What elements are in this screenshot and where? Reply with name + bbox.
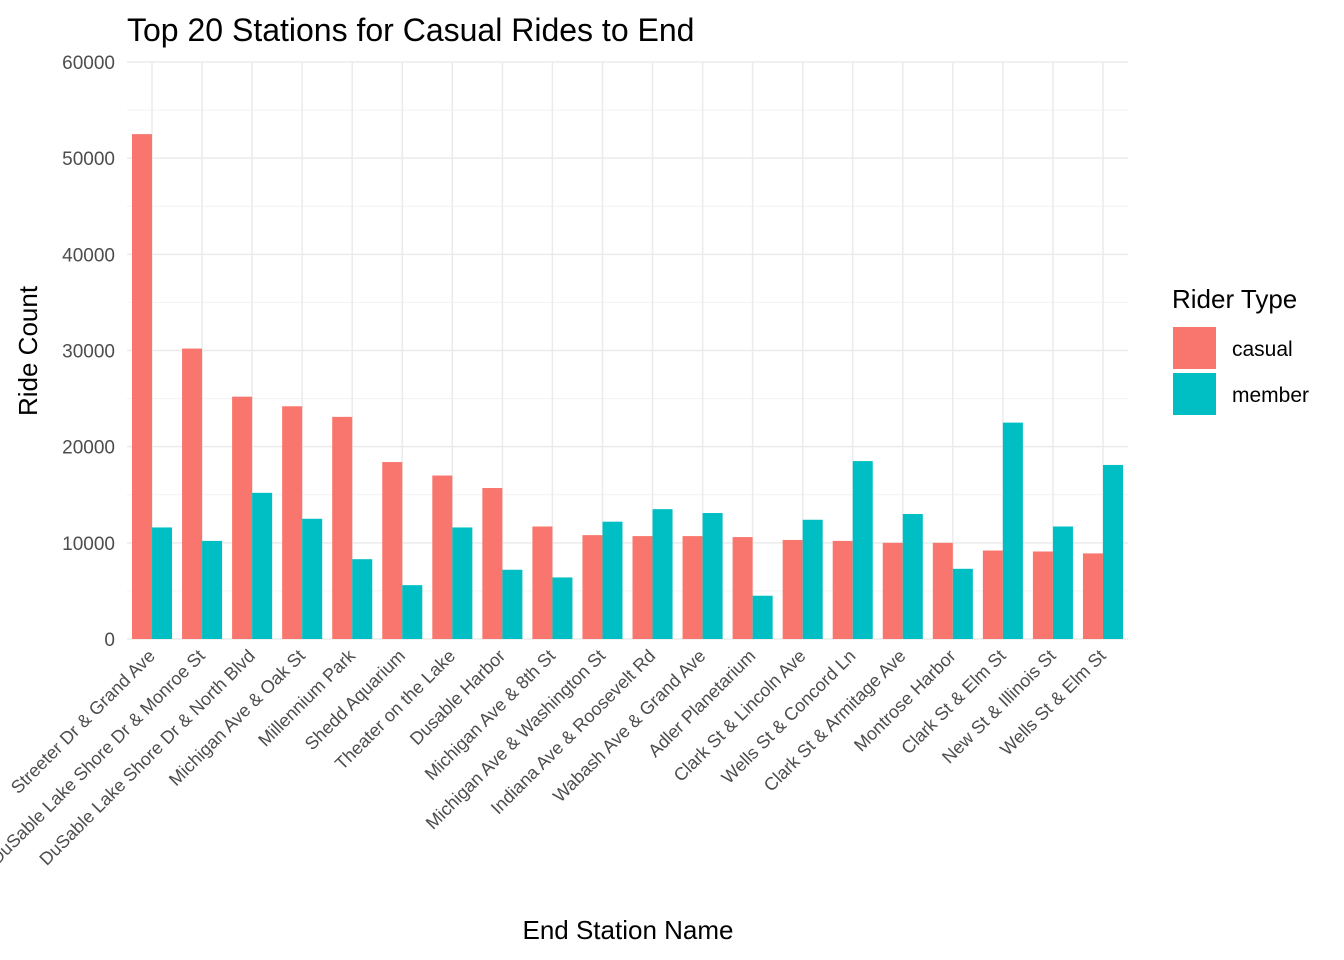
- bar-member: [552, 577, 573, 639]
- bar-member: [1102, 464, 1123, 639]
- legend-items: casual member: [1173, 327, 1309, 415]
- bar-member: [152, 527, 173, 639]
- y-tick-label: 0: [104, 630, 115, 651]
- y-tick-label: 30000: [62, 342, 115, 363]
- bar-member: [1002, 422, 1023, 639]
- bar-member: [1052, 526, 1073, 639]
- bar-member: [602, 521, 623, 639]
- bar-casual: [832, 540, 853, 639]
- bar-member: [252, 492, 273, 639]
- x-tick-label: DuSable Lake Shore Dr & North Blvd: [35, 646, 259, 870]
- y-tick-label: 50000: [62, 149, 115, 170]
- bar-member: [952, 568, 973, 639]
- x-axis-title: End Station Name: [522, 915, 733, 945]
- bar-member: [652, 509, 673, 639]
- bar-casual: [282, 406, 303, 639]
- bar-casual: [1082, 553, 1103, 639]
- y-axis-title: Ride Count: [13, 285, 43, 416]
- x-tick-label: DuSable Lake Shore Dr & Monroe St: [0, 646, 209, 869]
- bar-member: [402, 585, 423, 639]
- bar-casual: [232, 396, 253, 639]
- bar-casual: [682, 536, 703, 639]
- bar-casual: [332, 416, 353, 639]
- bar-casual: [532, 526, 553, 639]
- legend-label-casual: casual: [1232, 338, 1293, 361]
- bar-casual: [782, 539, 803, 639]
- bar-member: [352, 559, 373, 639]
- bar-casual: [882, 542, 903, 639]
- bar-casual: [432, 475, 453, 639]
- chart-title: Top 20 Stations for Casual Rides to End: [127, 12, 694, 48]
- bar-member: [302, 518, 323, 639]
- legend-title: Rider Type: [1172, 284, 1297, 314]
- y-tick-label: 20000: [62, 438, 115, 459]
- bar-member: [702, 513, 723, 639]
- bar-casual: [982, 550, 1003, 639]
- bar-casual: [932, 542, 953, 639]
- legend: Rider Type casual member: [1172, 284, 1309, 415]
- legend-label-member: member: [1232, 384, 1309, 407]
- bar-member: [752, 595, 773, 639]
- y-tick-label: 60000: [62, 53, 115, 74]
- bars: [132, 134, 1123, 639]
- bar-member: [902, 513, 923, 639]
- legend-swatch-casual: [1173, 327, 1216, 369]
- bar-casual: [632, 536, 653, 639]
- y-axis-ticks: 0 10000 20000 30000 40000 50000 60000: [62, 53, 115, 651]
- bar-casual: [582, 535, 603, 639]
- bar-casual: [182, 348, 203, 639]
- bar-casual: [732, 537, 753, 639]
- bar-casual: [482, 488, 503, 639]
- y-tick-label: 40000: [62, 245, 115, 266]
- bar-member: [502, 569, 523, 639]
- y-tick-label: 10000: [62, 534, 115, 555]
- x-tick-label: Michigan Ave & Washington St: [422, 646, 609, 833]
- grid-lines: [127, 61, 1128, 640]
- bar-casual: [132, 134, 153, 639]
- bar-casual: [1032, 551, 1053, 639]
- bar-member: [802, 519, 823, 639]
- bar-member: [452, 527, 473, 639]
- bar-member: [202, 540, 223, 639]
- bar-casual: [382, 462, 403, 639]
- bar-member: [852, 461, 873, 639]
- legend-swatch-member: [1173, 373, 1216, 415]
